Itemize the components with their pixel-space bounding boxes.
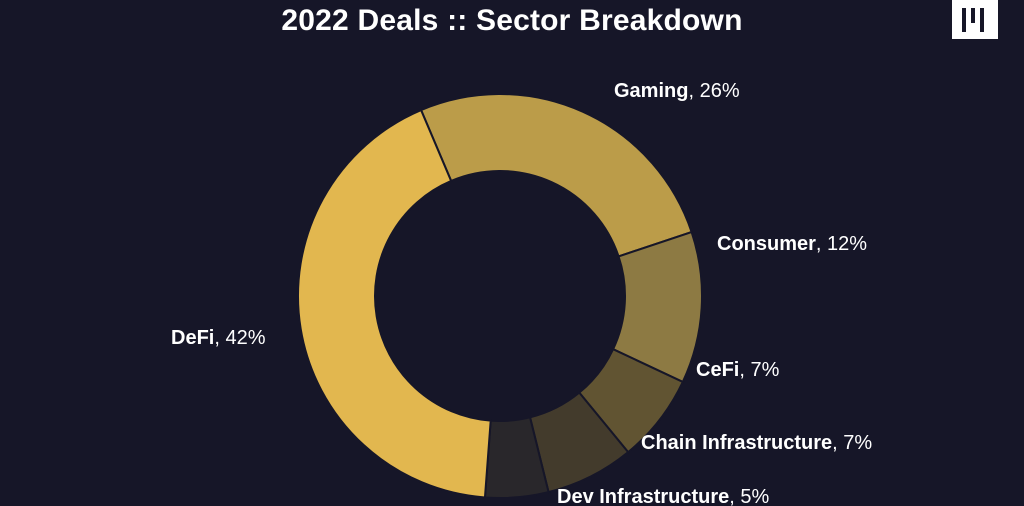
page-title: 2022 Deals :: Sector Breakdown [281,4,743,37]
slice-label-consumer: Consumer, 12% [717,233,867,255]
slice-gaming [419,93,693,258]
brand-logo-icon [952,0,998,39]
slice-label-dev-infrastructure: Dev Infrastructure, 5% [557,486,770,506]
slice-label-defi: DeFi, 42% [171,327,266,349]
slice-label-chain-infrastructure: Chain Infrastructure, 7% [641,432,872,454]
slice-label-gaming: Gaming, 26% [614,80,740,102]
slice-label-cefi: CeFi, 7% [696,359,780,381]
slice-defi [297,108,492,499]
